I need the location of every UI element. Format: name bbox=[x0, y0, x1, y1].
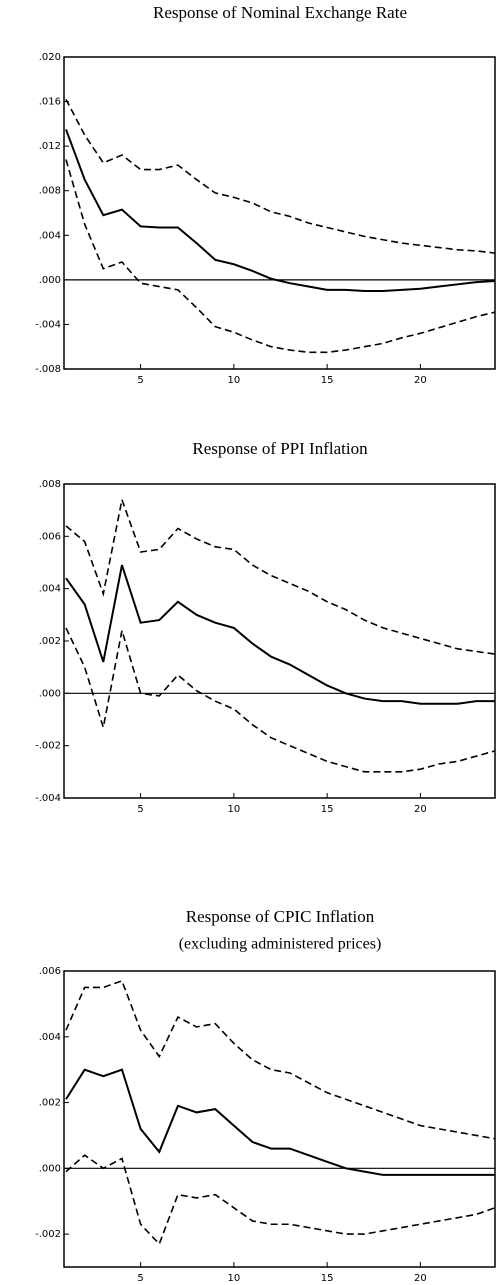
x-tick-label: 20 bbox=[414, 375, 427, 386]
response-line bbox=[65, 98, 496, 254]
x-tick-label: 5 bbox=[137, 804, 143, 815]
chart-title: Response of PPI Inflation bbox=[192, 439, 368, 458]
y-tick-label: .006 bbox=[39, 966, 61, 977]
x-tick-label: 10 bbox=[228, 375, 241, 386]
x-tick-label: 5 bbox=[137, 1273, 143, 1284]
x-tick-label: 15 bbox=[321, 804, 334, 815]
y-tick-label: .002 bbox=[39, 636, 61, 647]
x-tick-label: 20 bbox=[414, 1273, 427, 1284]
response-line bbox=[65, 1068, 495, 1176]
y-tick-label: .008 bbox=[39, 479, 61, 490]
y-tick-label: .002 bbox=[39, 1098, 61, 1109]
y-tick-label: .006 bbox=[39, 531, 61, 542]
y-tick-label: .008 bbox=[39, 186, 61, 197]
plot-frame bbox=[63, 483, 496, 799]
y-tick-label: .012 bbox=[39, 141, 61, 152]
y-tick-label: .000 bbox=[39, 275, 61, 286]
y-tick-label: .020 bbox=[39, 52, 61, 63]
y-tick-label: .004 bbox=[39, 584, 61, 595]
x-tick-label: 15 bbox=[321, 1273, 334, 1284]
response-line bbox=[65, 129, 496, 292]
y-tick-label: .000 bbox=[39, 1163, 61, 1174]
plot-frame bbox=[63, 970, 496, 1268]
y-tick-label: -.002 bbox=[35, 1229, 61, 1240]
y-tick-label: .004 bbox=[39, 1032, 61, 1043]
chart-title: Response of CPIC Inflation bbox=[186, 907, 375, 926]
response-line bbox=[65, 979, 496, 1140]
y-tick-label: .000 bbox=[39, 688, 61, 699]
response-line bbox=[65, 627, 496, 773]
response-line bbox=[65, 1154, 496, 1246]
response-line bbox=[65, 496, 496, 655]
x-tick-label: 15 bbox=[321, 375, 334, 386]
y-tick-label: -.004 bbox=[35, 793, 61, 804]
y-tick-label: -.004 bbox=[35, 319, 61, 330]
response-line bbox=[65, 159, 496, 354]
x-tick-label: 5 bbox=[137, 375, 143, 386]
y-tick-label: .016 bbox=[39, 97, 61, 108]
x-tick-label: 20 bbox=[414, 804, 427, 815]
y-tick-label: -.008 bbox=[35, 364, 61, 375]
x-tick-label: 10 bbox=[228, 1273, 241, 1284]
x-tick-label: 10 bbox=[228, 804, 241, 815]
y-tick-label: -.002 bbox=[35, 741, 61, 752]
response-line bbox=[65, 564, 495, 705]
plot-frame bbox=[63, 56, 496, 370]
chart-title: Response of Nominal Exchange Rate bbox=[153, 3, 407, 22]
chart-subtitle: (excluding administered prices) bbox=[179, 936, 382, 953]
y-tick-label: .004 bbox=[39, 230, 61, 241]
